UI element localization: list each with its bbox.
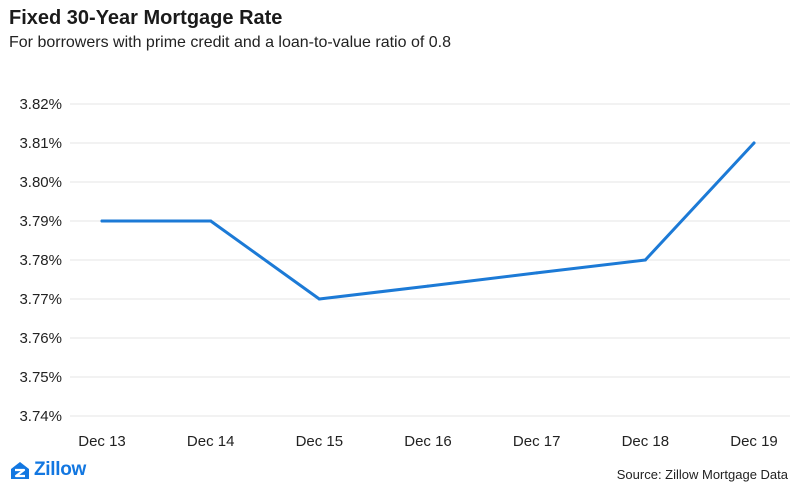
- x-tick-label: Dec 13: [78, 433, 126, 450]
- x-tick-label: Dec 15: [296, 433, 344, 450]
- source-note: Source: Zillow Mortgage Data: [616, 467, 788, 482]
- x-axis-ticks: Dec 13 Dec 14 Dec 15 Dec 16 Dec 17 Dec 18 Dec …: [78, 433, 778, 450]
- y-tick-label: 3.78%: [19, 252, 62, 269]
- y-tick-label: 3.82%: [19, 96, 62, 113]
- y-tick-label: 3.74%: [19, 408, 62, 425]
- line-chart: 3.82% 3.81% 3.80% 3.79% 3.78% 3.77% 3.76% 3.75%…: [19, 96, 790, 450]
- data-point: [317, 297, 321, 301]
- x-tick-label: Dec 19: [730, 433, 778, 450]
- y-axis-ticks: 3.82% 3.81% 3.80% 3.79% 3.78% 3.77% 3.76% 3.75%…: [19, 96, 62, 425]
- chart-subtitle: For borrowers with prime credit and a lo…: [9, 34, 451, 51]
- series-layer: [100, 141, 756, 301]
- data-point: [643, 258, 647, 262]
- zillow-house-icon: [11, 462, 29, 479]
- brand-name: Zillow: [34, 459, 87, 480]
- data-point: [100, 219, 104, 223]
- y-tick-label: 3.81%: [19, 135, 62, 152]
- x-tick-label: Dec 14: [187, 433, 235, 450]
- y-tick-label: 3.75%: [19, 369, 62, 386]
- y-tick-label: 3.79%: [19, 213, 62, 230]
- y-tick-label: 3.76%: [19, 330, 62, 347]
- x-tick-label: Dec 17: [513, 433, 561, 450]
- x-tick-label: Dec 18: [622, 433, 670, 450]
- brand-logo: Zillow: [9, 459, 86, 481]
- y-tick-label: 3.77%: [19, 291, 62, 308]
- chart-title: Fixed 30-Year Mortgage Rate: [9, 7, 283, 29]
- x-tick-label: Dec 16: [404, 433, 452, 450]
- data-point: [752, 141, 756, 145]
- y-tick-label: 3.80%: [19, 174, 62, 191]
- gridlines: [70, 103, 790, 417]
- data-point: [209, 219, 213, 223]
- data-point: [426, 284, 430, 288]
- data-point: [535, 271, 539, 275]
